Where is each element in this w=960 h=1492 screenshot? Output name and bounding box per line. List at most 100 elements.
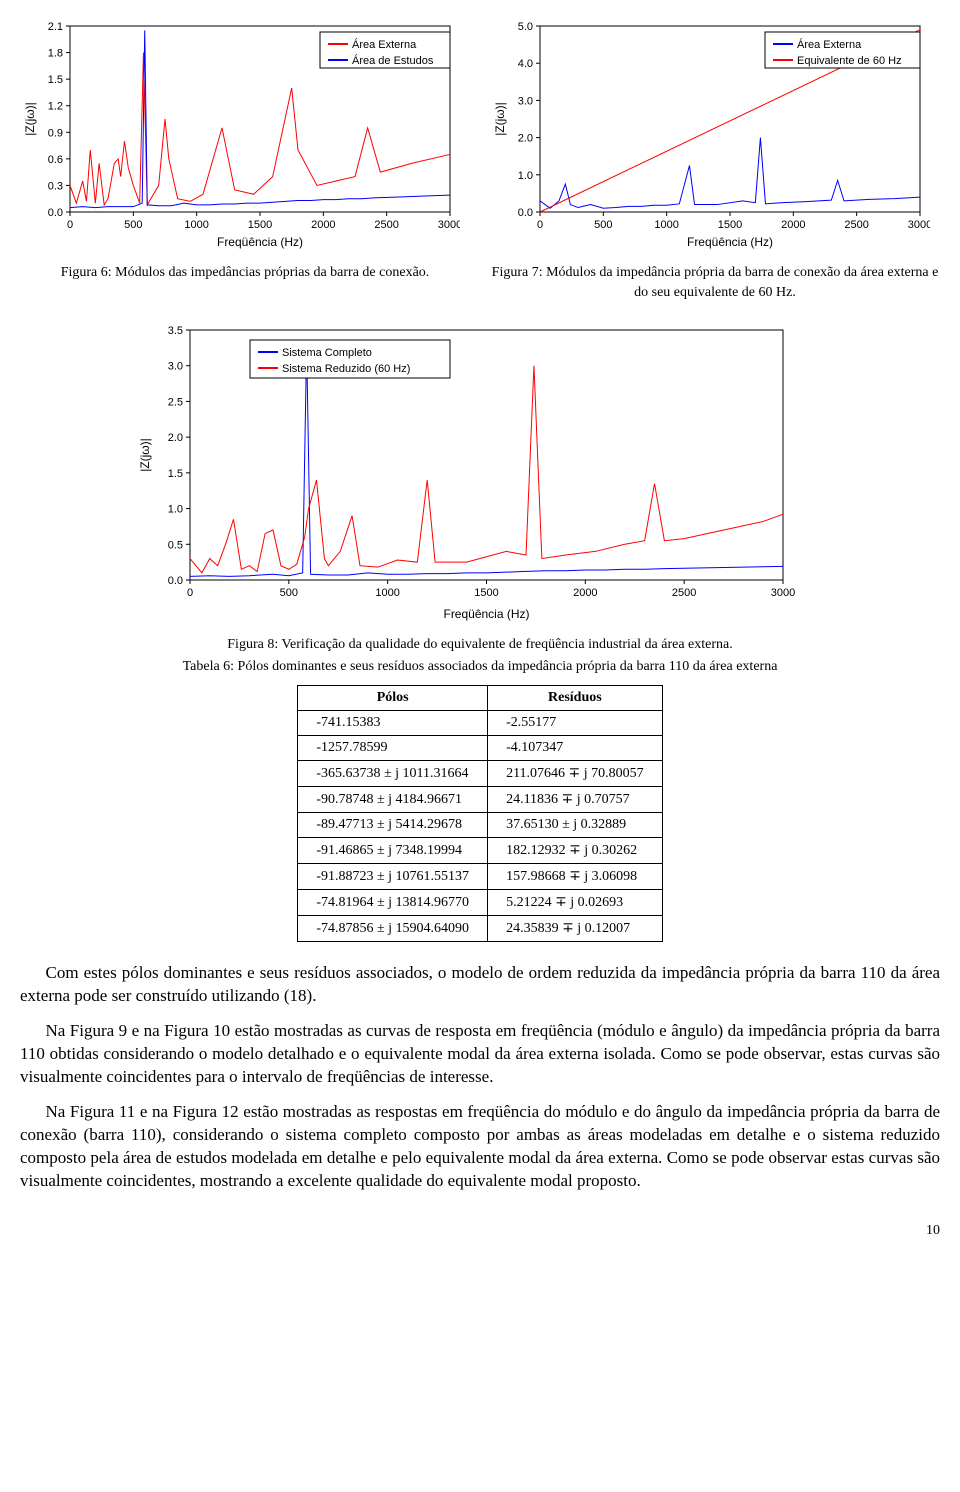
svg-text:0.3: 0.3: [48, 180, 63, 192]
svg-text:Freqüência (Hz): Freqüência (Hz): [687, 235, 773, 249]
svg-text:0: 0: [537, 219, 543, 231]
svg-text:Área Externa: Área Externa: [797, 38, 862, 51]
svg-text:1.0: 1.0: [168, 504, 183, 516]
svg-text:2.1: 2.1: [48, 21, 63, 33]
svg-text:Área de Estudos: Área de Estudos: [352, 54, 434, 67]
svg-text:2.5: 2.5: [168, 397, 183, 409]
table-cell: -90.78748 ± j 4184.96671: [298, 787, 488, 813]
svg-text:4.0: 4.0: [518, 58, 533, 70]
svg-text:Freqüência (Hz): Freqüência (Hz): [443, 607, 529, 621]
svg-text:|Z(jω)|: |Z(jω)|: [493, 102, 507, 136]
svg-text:1.5: 1.5: [168, 468, 183, 480]
table-header-polos: Pólos: [298, 686, 488, 711]
page-number: 10: [20, 1223, 940, 1239]
svg-text:0.0: 0.0: [518, 207, 533, 219]
svg-text:Sistema Reduzido (60 Hz): Sistema Reduzido (60 Hz): [282, 363, 410, 375]
figure-6-caption: Figura 6: Módulos das impedâncias própri…: [20, 263, 470, 283]
figure-8-caption: Figura 8: Verificação da qualidade do eq…: [20, 637, 940, 653]
svg-text:500: 500: [124, 219, 142, 231]
chart-fig8: 0 500 1000 1500 2000 2500 3000 0.0 0.5 1.0 1.5 2.0 2…: [135, 322, 795, 622]
top-chart-row: 0 500 1000 1500 2000 2500 3000 0.0 0.3 0.6 0.9 1.2 1…: [20, 20, 940, 302]
figure-7: 0 500 1000 1500 2000 2500 3000 0.0 1.0 2.0 3.0 4.0 5…: [490, 20, 940, 302]
table-cell: 24.35839 ∓ j 0.12007: [488, 916, 663, 942]
table-row: -90.78748 ± j 4184.9667124.11836 ∓ j 0.7…: [298, 787, 662, 813]
table-row: -91.88723 ± j 10761.55137157.98668 ∓ j 3…: [298, 864, 662, 890]
svg-text:2000: 2000: [573, 587, 597, 599]
svg-text:0: 0: [187, 587, 193, 599]
svg-text:1500: 1500: [474, 587, 498, 599]
table-row: -365.63738 ± j 1011.31664211.07646 ∓ j 7…: [298, 761, 662, 787]
table-6-caption: Tabela 6: Pólos dominantes e seus resídu…: [20, 659, 940, 675]
svg-text:1.5: 1.5: [48, 74, 63, 86]
table-6: Pólos Resíduos -741.15383-2.55177-1257.7…: [297, 685, 662, 942]
svg-text:3000: 3000: [438, 219, 460, 231]
svg-text:2000: 2000: [311, 219, 335, 231]
table-cell: -74.87856 ± j 15904.64090: [298, 916, 488, 942]
table-cell: -89.47713 ± j 5414.29678: [298, 813, 488, 838]
svg-text:2.0: 2.0: [168, 432, 183, 444]
paragraph-2: Na Figura 9 e na Figura 10 estão mostrad…: [20, 1020, 940, 1089]
table-cell: 37.65130 ± j 0.32889: [488, 813, 663, 838]
table-cell: -4.107347: [488, 736, 663, 761]
table-row: -74.81964 ± j 13814.967705.21224 ∓ j 0.0…: [298, 890, 662, 916]
table-header-row: Pólos Resíduos: [298, 686, 662, 711]
svg-text:Área Externa: Área Externa: [352, 38, 417, 51]
svg-text:500: 500: [594, 219, 612, 231]
svg-text:2500: 2500: [844, 219, 868, 231]
table-cell: -741.15383: [298, 711, 488, 736]
table-cell: -2.55177: [488, 711, 663, 736]
svg-text:500: 500: [280, 587, 298, 599]
table-cell: -91.46865 ± j 7348.19994: [298, 838, 488, 864]
svg-text:2500: 2500: [374, 219, 398, 231]
svg-text:1000: 1000: [184, 219, 208, 231]
paragraph-1: Com estes pólos dominantes e seus resídu…: [20, 962, 940, 1008]
svg-text:0.6: 0.6: [48, 154, 63, 166]
table-row: -74.87856 ± j 15904.6409024.35839 ∓ j 0.…: [298, 916, 662, 942]
figure-7-caption: Figura 7: Módulos da impedância própria …: [490, 263, 940, 302]
svg-text:2500: 2500: [672, 587, 696, 599]
svg-text:0: 0: [67, 219, 73, 231]
svg-text:5.0: 5.0: [518, 21, 533, 33]
table-cell: -1257.78599: [298, 736, 488, 761]
svg-text:1000: 1000: [375, 587, 399, 599]
svg-text:2.0: 2.0: [518, 133, 533, 145]
table-cell: -74.81964 ± j 13814.96770: [298, 890, 488, 916]
svg-text:Sistema Completo: Sistema Completo: [282, 347, 372, 359]
svg-text:Equivalente de 60 Hz: Equivalente de 60 Hz: [797, 55, 902, 67]
svg-text:|Z(jω)|: |Z(jω)|: [138, 438, 152, 472]
chart-fig7: 0 500 1000 1500 2000 2500 3000 0.0 1.0 2.0 3.0 4.0 5…: [490, 20, 930, 250]
svg-text:|Z(jω)|: |Z(jω)|: [23, 102, 37, 136]
svg-text:0.0: 0.0: [48, 207, 63, 219]
table-cell: 24.11836 ∓ j 0.70757: [488, 787, 663, 813]
svg-text:1500: 1500: [718, 219, 742, 231]
table-row: -741.15383-2.55177: [298, 711, 662, 736]
svg-text:3000: 3000: [771, 587, 795, 599]
svg-text:0.5: 0.5: [168, 539, 183, 551]
svg-text:0.9: 0.9: [48, 127, 63, 139]
table-row: -1257.78599-4.107347: [298, 736, 662, 761]
svg-text:1000: 1000: [654, 219, 678, 231]
svg-text:1.0: 1.0: [518, 170, 533, 182]
table-cell: -91.88723 ± j 10761.55137: [298, 864, 488, 890]
table-cell: 5.21224 ∓ j 0.02693: [488, 890, 663, 916]
table-row: -89.47713 ± j 5414.2967837.65130 ± j 0.3…: [298, 813, 662, 838]
svg-text:2000: 2000: [781, 219, 805, 231]
table-row: -91.46865 ± j 7348.19994182.12932 ∓ j 0.…: [298, 838, 662, 864]
svg-text:1500: 1500: [248, 219, 272, 231]
table-cell: 211.07646 ∓ j 70.80057: [488, 761, 663, 787]
figure-8: 0 500 1000 1500 2000 2500 3000 0.0 0.5 1.0 1.5 2.0 2…: [135, 322, 825, 627]
svg-text:1.8: 1.8: [48, 48, 63, 60]
svg-text:1.2: 1.2: [48, 101, 63, 113]
figure-6: 0 500 1000 1500 2000 2500 3000 0.0 0.3 0.6 0.9 1.2 1…: [20, 20, 470, 302]
chart-fig6: 0 500 1000 1500 2000 2500 3000 0.0 0.3 0.6 0.9 1.2 1…: [20, 20, 460, 250]
svg-text:3.0: 3.0: [518, 95, 533, 107]
svg-text:3.5: 3.5: [168, 325, 183, 337]
table-cell: 157.98668 ∓ j 3.06098: [488, 864, 663, 890]
svg-text:3.0: 3.0: [168, 361, 183, 373]
table-cell: -365.63738 ± j 1011.31664: [298, 761, 488, 787]
table-header-residuos: Resíduos: [488, 686, 663, 711]
svg-text:0.0: 0.0: [168, 575, 183, 587]
paragraph-3: Na Figura 11 e na Figura 12 estão mostra…: [20, 1101, 940, 1193]
svg-text:3000: 3000: [908, 219, 930, 231]
table-cell: 182.12932 ∓ j 0.30262: [488, 838, 663, 864]
